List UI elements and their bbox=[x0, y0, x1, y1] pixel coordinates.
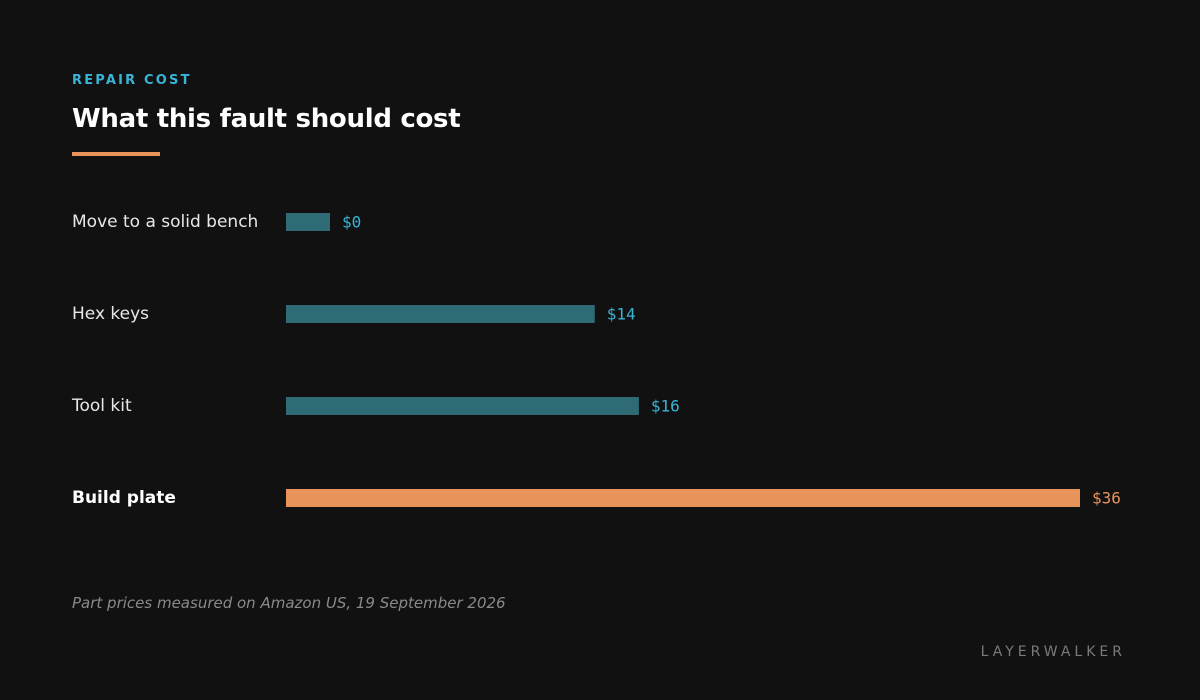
bar bbox=[286, 305, 595, 323]
title-underline bbox=[72, 152, 160, 156]
bar bbox=[286, 397, 639, 415]
bar-value-label: $36 bbox=[1092, 489, 1121, 508]
chart-rows: Move to a solid bench $0 Hex keys $14 Tool k… bbox=[71, 212, 1121, 508]
bar-label: Build plate bbox=[72, 488, 176, 508]
bar-label: Hex keys bbox=[72, 304, 149, 324]
bar bbox=[286, 213, 330, 231]
bar-value-label: $0 bbox=[342, 213, 361, 232]
section-eyebrow: REPAIR COST bbox=[72, 73, 192, 88]
bar-value-label: $14 bbox=[607, 305, 636, 324]
bar-value-label: $16 bbox=[651, 397, 680, 416]
brand-wordmark: LAYERWALKER bbox=[980, 644, 1126, 660]
bar-label: Move to a solid bench bbox=[72, 212, 258, 232]
page-title: What this fault should cost bbox=[72, 104, 461, 134]
bar-label: Tool kit bbox=[71, 396, 132, 416]
bar bbox=[286, 489, 1080, 507]
source-note: Part prices measured on Amazon US, 19 Se… bbox=[72, 594, 506, 612]
